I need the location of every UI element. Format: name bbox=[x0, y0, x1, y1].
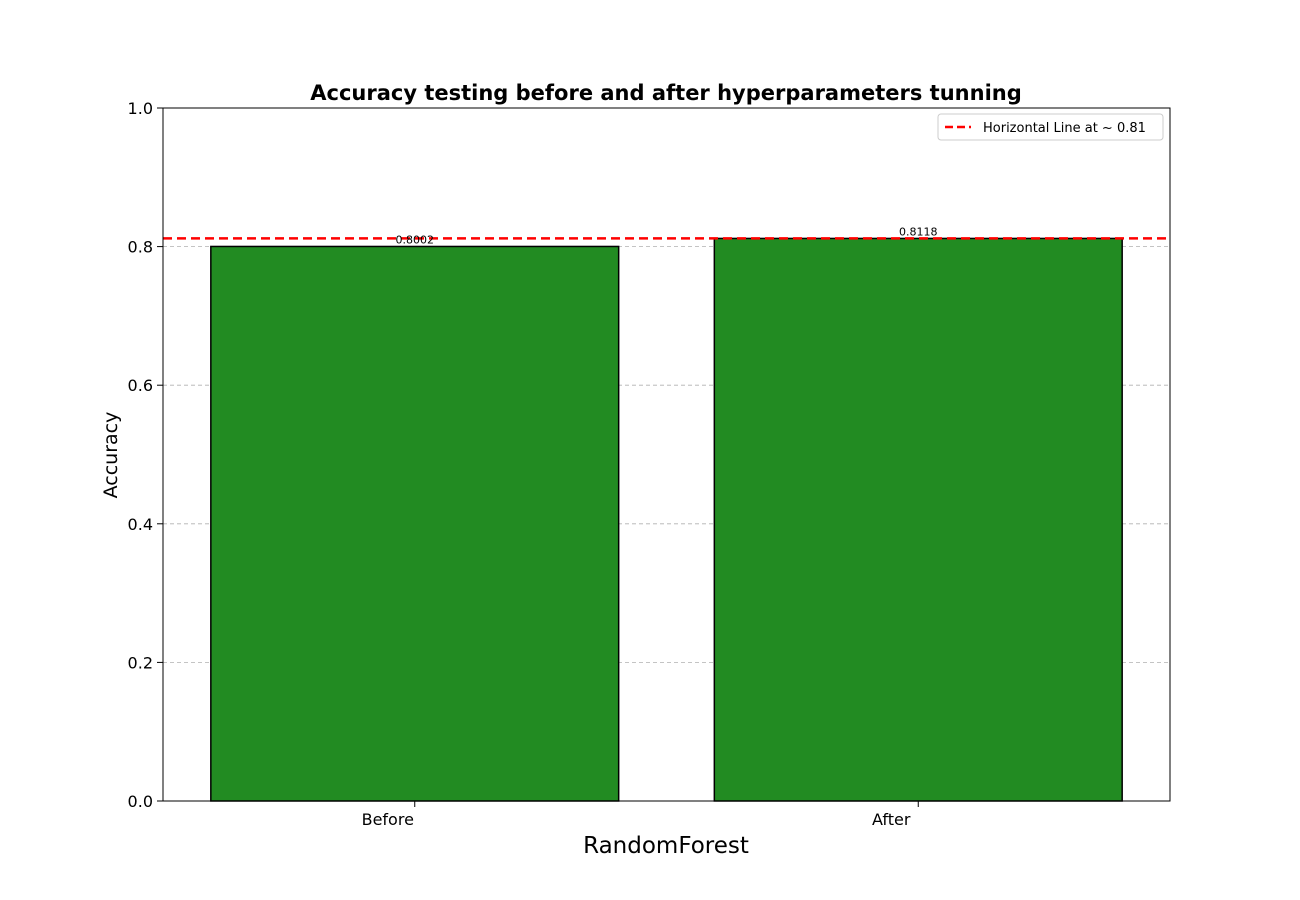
y-tick-label: 0.2 bbox=[128, 653, 153, 672]
x-tick-label: Before bbox=[362, 810, 414, 829]
y-tick-label: 0.4 bbox=[128, 515, 153, 534]
bar-before bbox=[210, 245, 620, 802]
legend-entry-label: Horizontal Line at ~ 0.81 bbox=[983, 121, 1146, 136]
legend-box bbox=[937, 113, 1164, 141]
y-tick-label: 0.8 bbox=[128, 238, 153, 257]
chart-title: Accuracy testing before and after hyperp… bbox=[310, 81, 1022, 105]
bar-value-labels: 0.8002 0.8118 bbox=[396, 225, 938, 246]
x-axis: Before After bbox=[362, 801, 919, 829]
plot-border bbox=[162, 107, 1171, 802]
y-axis: 0.0 0.2 0.4 0.6 0.8 1.0 bbox=[128, 99, 163, 811]
bar-value-label: 0.8002 bbox=[396, 233, 435, 246]
bar-after bbox=[713, 237, 1123, 802]
legend: Horizontal Line at ~ 0.81 bbox=[937, 113, 1164, 141]
x-tick-label: After bbox=[872, 810, 911, 829]
y-tick-label: 0.0 bbox=[128, 792, 153, 811]
y-tick-label: 0.6 bbox=[128, 376, 153, 395]
x-axis-label: RandomForest bbox=[583, 833, 749, 859]
y-axis-label: Accuracy bbox=[100, 412, 122, 499]
y-tick-label: 1.0 bbox=[128, 99, 153, 118]
bars bbox=[210, 237, 1123, 802]
bar-value-label: 0.8118 bbox=[899, 225, 938, 238]
